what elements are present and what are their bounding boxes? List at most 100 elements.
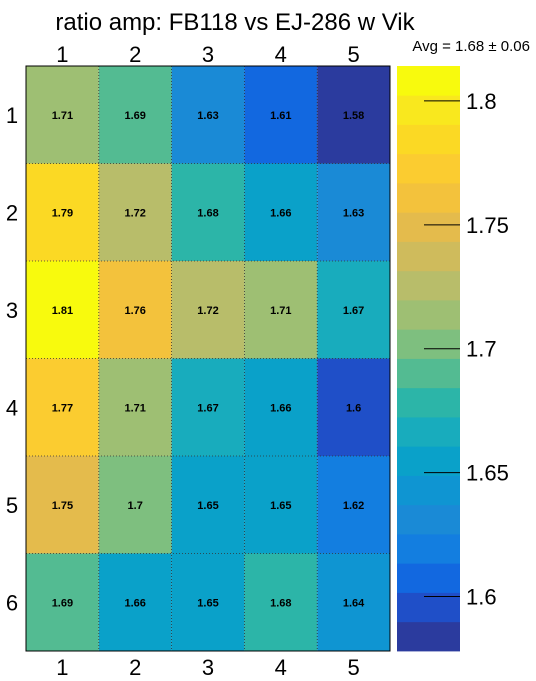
cell-value-label: 1.65 xyxy=(197,500,218,512)
cell-value-label: 1.64 xyxy=(343,597,365,609)
heatmap-cell xyxy=(98,358,172,456)
x-tick-label-top: 4 xyxy=(275,42,287,67)
heatmap-cell xyxy=(244,163,318,261)
cell-value-label: 1.67 xyxy=(343,305,364,317)
cell-value-label: 1.66 xyxy=(270,402,291,414)
heatmap-cell xyxy=(98,553,172,651)
colorbar-segment xyxy=(397,124,460,155)
colorbar-tick-label: 1.8 xyxy=(466,89,497,114)
colorbar-tick-label: 1.6 xyxy=(466,584,497,609)
x-tick-label-top: 1 xyxy=(56,42,68,67)
colorbar-segment xyxy=(397,534,460,564)
colorbar-segment xyxy=(397,387,460,418)
cell-value-label: 1.66 xyxy=(124,597,145,609)
cell-value-label: 1.76 xyxy=(124,305,145,317)
colorbar-segment xyxy=(397,153,460,184)
x-tick-label-bottom: 5 xyxy=(347,655,359,680)
heatmap-cell xyxy=(26,261,99,359)
heatmap-cell xyxy=(317,261,390,359)
colorbar-segment xyxy=(397,475,460,506)
heatmap-cell xyxy=(317,163,390,261)
colorbar-segment xyxy=(397,183,460,213)
heatmap-cell xyxy=(98,66,172,164)
cell-value-label: 1.68 xyxy=(270,597,291,609)
colorbar-segment xyxy=(397,417,460,447)
cell-value-label: 1.69 xyxy=(124,110,145,122)
heatmap-grid xyxy=(26,66,390,651)
heatmap-cell xyxy=(171,456,245,554)
cell-value-label: 1.63 xyxy=(343,207,364,219)
x-tick-label-bottom: 3 xyxy=(202,655,214,680)
colorbar-segment xyxy=(397,563,460,593)
cell-value-label: 1.71 xyxy=(52,110,73,122)
cell-value-label: 1.62 xyxy=(343,500,364,512)
cell-value-label: 1.65 xyxy=(270,500,291,512)
colorbar-segment xyxy=(397,329,460,359)
x-tick-label-bottom: 1 xyxy=(56,655,68,680)
heatmap-cell xyxy=(26,456,99,554)
cell-value-label: 1.67 xyxy=(197,402,218,414)
x-tick-label-top: 3 xyxy=(202,42,214,67)
colorbar-segment xyxy=(397,241,460,272)
heatmap-cell xyxy=(26,163,99,261)
colorbar-segment xyxy=(397,212,460,242)
colorbar-tick-label: 1.75 xyxy=(466,213,509,238)
heatmap-cell xyxy=(26,553,99,651)
colorbar-segment xyxy=(397,66,460,96)
heatmap-cell xyxy=(171,358,245,456)
cell-value-label: 1.61 xyxy=(270,110,291,122)
heatmap-cell xyxy=(26,66,99,164)
y-tick-label: 5 xyxy=(6,493,18,518)
heatmap-cell xyxy=(317,66,390,164)
heatmap-cell xyxy=(244,456,318,554)
heatmap-cell xyxy=(98,261,172,359)
cell-value-label: 1.72 xyxy=(197,305,218,317)
cell-value-label: 1.7 xyxy=(128,500,143,512)
colorbar-tick-label: 1.7 xyxy=(466,337,497,362)
cell-value-label: 1.71 xyxy=(124,402,145,414)
plot-frame xyxy=(25,65,391,652)
heatmap-cell xyxy=(98,163,172,261)
cell-value-label: 1.66 xyxy=(270,207,291,219)
heatmap-cells: 1.71 1.69 1.63 1.61 1.58 1.79 1.72 1.68 1.66 1.63… xyxy=(26,66,390,651)
heatmap-cell xyxy=(244,66,318,164)
y-tick-label: 2 xyxy=(6,200,18,225)
heatmap-cell xyxy=(171,163,245,261)
chart-title: ratio amp: FB118 vs EJ-286 w Vik xyxy=(55,9,415,36)
heatmap-cell xyxy=(244,358,318,456)
y-tick-label: 3 xyxy=(6,298,18,323)
heatmap-cell xyxy=(244,261,318,359)
colorbar-tick-label: 1.65 xyxy=(466,461,509,486)
colorbar-segment xyxy=(397,446,460,476)
x-tick-label-top: 2 xyxy=(129,42,141,67)
y-tick-label: 6 xyxy=(6,590,18,615)
x-tick-labels-bottom: 1 2 3 4 5 xyxy=(56,655,359,680)
colorbar-segment xyxy=(397,504,460,535)
y-tick-label: 1 xyxy=(6,103,18,128)
y-tick-label: 4 xyxy=(6,395,18,420)
x-tick-label-bottom: 4 xyxy=(275,655,287,680)
cell-value-label: 1.6 xyxy=(346,402,361,414)
heatmap-cell xyxy=(26,358,99,456)
x-tick-label-bottom: 2 xyxy=(129,655,141,680)
colorbar-segment xyxy=(397,621,460,652)
x-tick-labels-top: 1 2 3 4 5 xyxy=(56,42,359,67)
cell-value-label: 1.81 xyxy=(52,305,73,317)
x-tick-label-top: 5 xyxy=(347,42,359,67)
heatmap-cell xyxy=(171,66,245,164)
colorbar-segment xyxy=(397,300,460,330)
heatmap-cell xyxy=(171,261,245,359)
cell-value-label: 1.72 xyxy=(124,207,145,219)
cell-value-label: 1.77 xyxy=(52,402,73,414)
heatmap-cell xyxy=(171,553,245,651)
colorbar-segment xyxy=(397,592,460,623)
colorbar-segment xyxy=(397,270,460,301)
cell-value-label: 1.71 xyxy=(270,305,291,317)
heatmap-cell xyxy=(317,456,390,554)
cell-value-label: 1.68 xyxy=(197,207,218,219)
heatmap-cell xyxy=(317,553,390,651)
cell-value-label: 1.63 xyxy=(197,110,218,122)
cell-value-label: 1.79 xyxy=(52,207,73,219)
cell-value-label: 1.75 xyxy=(52,500,73,512)
